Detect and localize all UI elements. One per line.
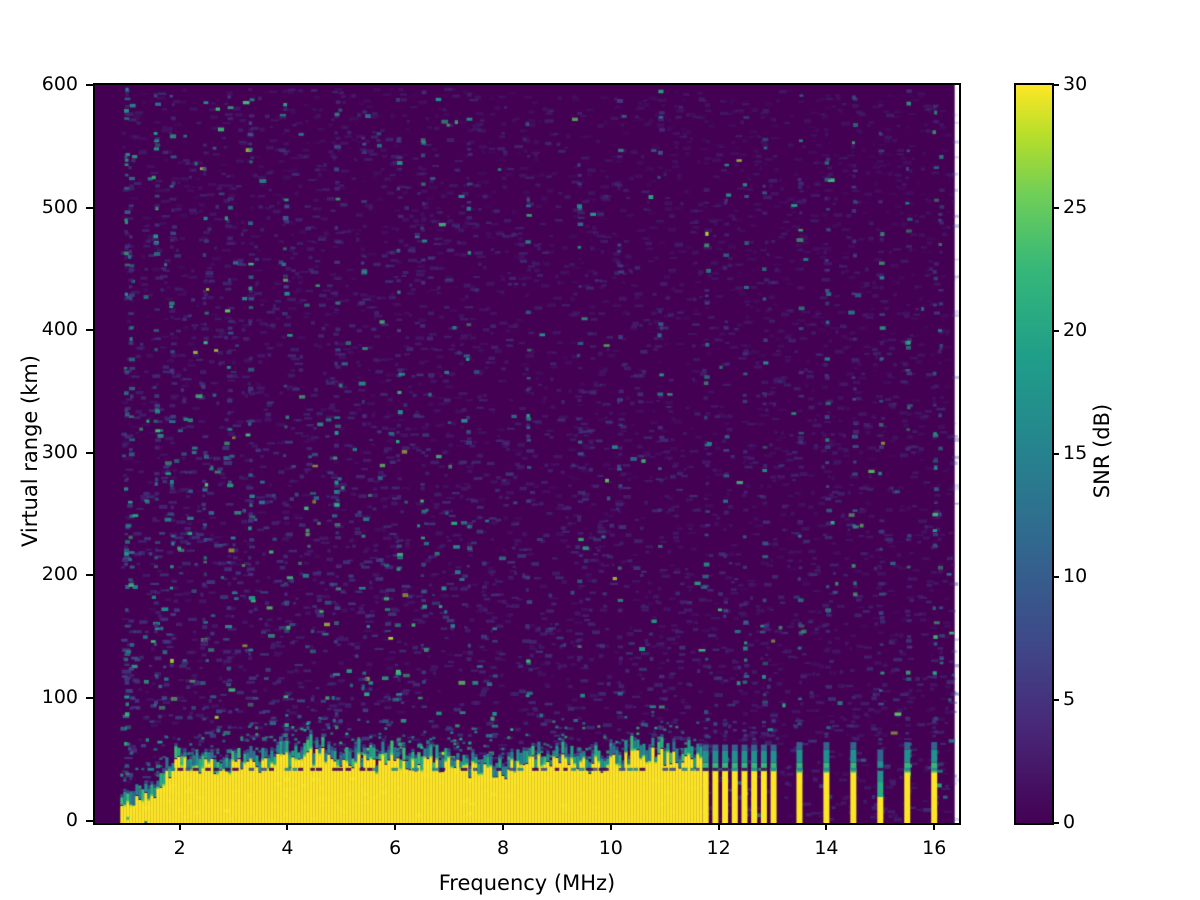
y-tick-mark <box>86 819 93 822</box>
x-tick-label: 16 <box>922 837 947 859</box>
x-tick-label: 4 <box>281 837 294 859</box>
colorbar-tick-mark <box>1052 207 1059 209</box>
y-axis-label: Virtual range (km) <box>18 354 42 548</box>
y-tick-mark <box>86 206 93 209</box>
colorbar <box>1014 83 1054 825</box>
colorbar-tick-mark <box>1052 576 1059 578</box>
colorbar-tick-label: 0 <box>1063 811 1076 833</box>
x-tick-mark <box>609 823 612 830</box>
y-tick-mark <box>86 84 93 86</box>
y-tick-label: 600 <box>41 73 78 95</box>
colorbar-tick-mark <box>1052 84 1059 86</box>
x-tick-label: 10 <box>598 837 623 859</box>
y-tick-mark <box>86 451 93 454</box>
x-tick-mark <box>178 823 181 830</box>
x-tick-mark <box>825 823 828 830</box>
spectrogram-canvas <box>95 85 959 823</box>
x-tick-label: 2 <box>173 837 186 859</box>
colorbar-tick-mark <box>1052 330 1059 332</box>
x-tick-mark <box>286 823 289 830</box>
colorbar-tick-label: 25 <box>1063 196 1088 218</box>
colorbar-tick-label: 5 <box>1063 688 1076 710</box>
x-tick-label: 14 <box>814 837 839 859</box>
x-tick-mark <box>717 823 720 830</box>
x-tick-label: 8 <box>496 837 510 859</box>
x-tick-mark <box>394 823 397 830</box>
y-tick-label: 100 <box>41 685 78 708</box>
y-tick-mark <box>86 574 93 577</box>
y-tick-label: 500 <box>41 195 78 218</box>
x-tick-mark <box>933 823 936 830</box>
y-tick-label: 300 <box>41 440 78 463</box>
colorbar-tick-label: 15 <box>1063 442 1088 464</box>
colorbar-tick-mark <box>1052 453 1059 455</box>
colorbar-label: SNR (dB) <box>1090 403 1114 499</box>
colorbar-tick-mark <box>1052 699 1059 701</box>
y-tick-mark <box>86 696 93 699</box>
x-tick-mark <box>502 823 504 830</box>
colorbar-tick-mark <box>1052 822 1059 824</box>
colorbar-tick-label: 20 <box>1063 319 1088 341</box>
plot-area <box>93 83 961 825</box>
y-tick-label: 200 <box>41 563 78 586</box>
x-axis-label: Frequency (MHz) <box>438 871 616 895</box>
x-tick-label: 12 <box>706 837 731 859</box>
y-tick-label: 0 <box>65 808 78 831</box>
colorbar-tick-label: 10 <box>1063 565 1088 587</box>
colorbar-tick-label: 30 <box>1063 73 1088 95</box>
x-tick-label: 6 <box>389 837 402 859</box>
y-tick-mark <box>86 329 93 332</box>
y-tick-label: 400 <box>41 318 78 341</box>
